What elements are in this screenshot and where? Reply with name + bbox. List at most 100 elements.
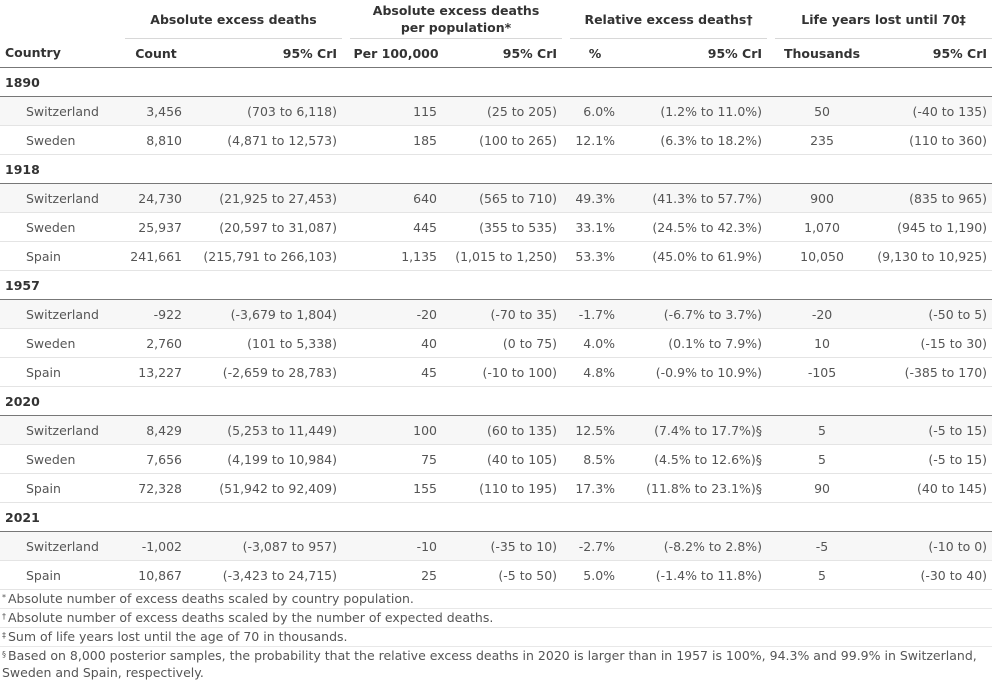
year-group-row: 1890 (0, 67, 992, 97)
per-100k-cri-cell: (-35 to 10) (442, 531, 563, 561)
year-label: 2020 (0, 386, 992, 416)
count-cri-cell: (21,925 to 27,453) (187, 183, 343, 213)
count-cell: 8,810 (125, 125, 187, 155)
per-100k-cri-cell: (-70 to 35) (442, 299, 563, 329)
per-100k-cell: -20 (350, 299, 443, 329)
footnote-mark: § (2, 650, 6, 659)
count-cri-cell: (703 to 6,118) (187, 96, 343, 126)
footnote-mark: ‡ (2, 631, 6, 640)
thousands-cell: 90 (775, 473, 870, 503)
column-header-thousands: Thousands (775, 38, 870, 68)
percent-cri-cell: (45.0% to 61.9%) (620, 241, 768, 271)
footnote: ‡ Sum of life years lost until the age of… (0, 628, 992, 647)
percent-cri-cell: (-6.7% to 3.7%) (620, 299, 768, 329)
country-cell: Sweden (0, 444, 125, 474)
per-100k-cell: -10 (350, 531, 443, 561)
table-row: Spain 241,661 (215,791 to 266,103) 1,135 (1,… (0, 241, 992, 271)
percent-cell: 33.1% (570, 212, 621, 242)
thousands-cell: 10 (775, 328, 870, 358)
table-row: Switzerland -922 (-3,679 to 1,804) -20 (-70 … (0, 299, 992, 329)
country-cell: Switzerland (0, 299, 125, 329)
column-header-count: Count (125, 38, 187, 68)
percent-cell: 6.0% (570, 96, 621, 126)
count-cell: 241,661 (125, 241, 187, 271)
column-header-cri: 95% CrI (869, 38, 992, 68)
per-100k-cri-cell: (40 to 105) (442, 444, 563, 474)
column-header-percent: % (570, 38, 621, 68)
per-100k-cri-cell: (-5 to 50) (442, 560, 563, 590)
thousands-cell: 5 (775, 415, 870, 445)
country-cell: Switzerland (0, 183, 125, 213)
percent-cri-cell: (-0.9% to 10.9%) (620, 357, 768, 387)
percent-cell: 4.0% (570, 328, 621, 358)
group-header-row: Absolute excess deaths Absolute excess d… (0, 0, 992, 39)
year-label: 1918 (0, 154, 992, 184)
table-row: Switzerland 8,429 (5,253 to 11,449) 100 (60 … (0, 415, 992, 445)
thousands-cri-cell: (945 to 1,190) (869, 212, 992, 242)
count-cell: 13,227 (125, 357, 187, 387)
per-100k-cell: 155 (350, 473, 443, 503)
count-cri-cell: (101 to 5,338) (187, 328, 343, 358)
per-100k-cri-cell: (100 to 265) (442, 125, 563, 155)
footnotes: * Absolute number of excess deaths scaled… (0, 590, 992, 681)
per-100k-cell: 185 (350, 125, 443, 155)
table-body: 1890 Switzerland 3,456 (703 to 6,118) 115 (25… (0, 67, 992, 590)
footnote-text: Absolute number of excess deaths scaled … (8, 591, 414, 606)
per-100k-cri-cell: (355 to 535) (442, 212, 563, 242)
table-row: Sweden 8,810 (4,871 to 12,573) 185 (100 to 2… (0, 125, 992, 155)
count-cri-cell: (4,199 to 10,984) (187, 444, 343, 474)
column-header-cri: 95% CrI (187, 38, 343, 68)
count-cell: 25,937 (125, 212, 187, 242)
thousands-cri-cell: (-50 to 5) (869, 299, 992, 329)
thousands-cri-cell: (-10 to 0) (869, 531, 992, 561)
thousands-cell: 5 (775, 444, 870, 474)
per-100k-cell: 115 (350, 96, 443, 126)
column-header-row: Country Count 95% CrI Per 100,000 95% Cr… (0, 38, 992, 68)
percent-cell: 53.3% (570, 241, 621, 271)
year-group-row: 2021 (0, 502, 992, 532)
count-cri-cell: (51,942 to 92,409) (187, 473, 343, 503)
table-row: Sweden 25,937 (20,597 to 31,087) 445 (355 to… (0, 212, 992, 242)
footnote: § Based on 8,000 posterior samples, the p… (0, 647, 992, 681)
count-cell: 7,656 (125, 444, 187, 474)
country-cell: Sweden (0, 212, 125, 242)
table-row: Spain 10,867 (-3,423 to 24,715) 25 (-5 to 50… (0, 560, 992, 590)
excess-deaths-table: Absolute excess deaths Absolute excess d… (0, 0, 992, 590)
footnote-mark: * (2, 593, 6, 602)
percent-cri-cell: (0.1% to 7.9%) (620, 328, 768, 358)
per-100k-cri-cell: (60 to 135) (442, 415, 563, 445)
percent-cri-cell: (24.5% to 42.3%) (620, 212, 768, 242)
percent-cell: 12.1% (570, 125, 621, 155)
group-header-life-years: Life years lost until 70‡ (775, 0, 992, 39)
thousands-cri-cell: (-40 to 135) (869, 96, 992, 126)
footnote: * Absolute number of excess deaths scaled… (0, 590, 992, 609)
per-100k-cri-cell: (110 to 195) (442, 473, 563, 503)
count-cell: -1,002 (125, 531, 187, 561)
table-row: Sweden 7,656 (4,199 to 10,984) 75 (40 to 105… (0, 444, 992, 474)
thousands-cell: 10,050 (775, 241, 870, 271)
country-cell: Sweden (0, 125, 125, 155)
footnote-mark: † (2, 612, 6, 621)
count-cell: 2,760 (125, 328, 187, 358)
country-cell: Spain (0, 560, 125, 590)
count-cri-cell: (-3,679 to 1,804) (187, 299, 343, 329)
percent-cell: 4.8% (570, 357, 621, 387)
percent-cri-cell: (-1.4% to 11.8%) (620, 560, 768, 590)
count-cell: 24,730 (125, 183, 187, 213)
count-cri-cell: (20,597 to 31,087) (187, 212, 343, 242)
per-100k-cell: 445 (350, 212, 443, 242)
table-row: Spain 72,328 (51,942 to 92,409) 155 (110 to … (0, 473, 992, 503)
per-100k-cell: 100 (350, 415, 443, 445)
thousands-cell: 50 (775, 96, 870, 126)
percent-cri-cell: (11.8% to 23.1%)§ (620, 473, 768, 503)
percent-cell: -1.7% (570, 299, 621, 329)
count-cell: 10,867 (125, 560, 187, 590)
percent-cell: 8.5% (570, 444, 621, 474)
year-group-row: 1957 (0, 270, 992, 300)
thousands-cell: 235 (775, 125, 870, 155)
per-100k-cell: 640 (350, 183, 443, 213)
per-100k-cell: 75 (350, 444, 443, 474)
year-label: 1957 (0, 270, 992, 300)
count-cell: -922 (125, 299, 187, 329)
thousands-cell: -5 (775, 531, 870, 561)
